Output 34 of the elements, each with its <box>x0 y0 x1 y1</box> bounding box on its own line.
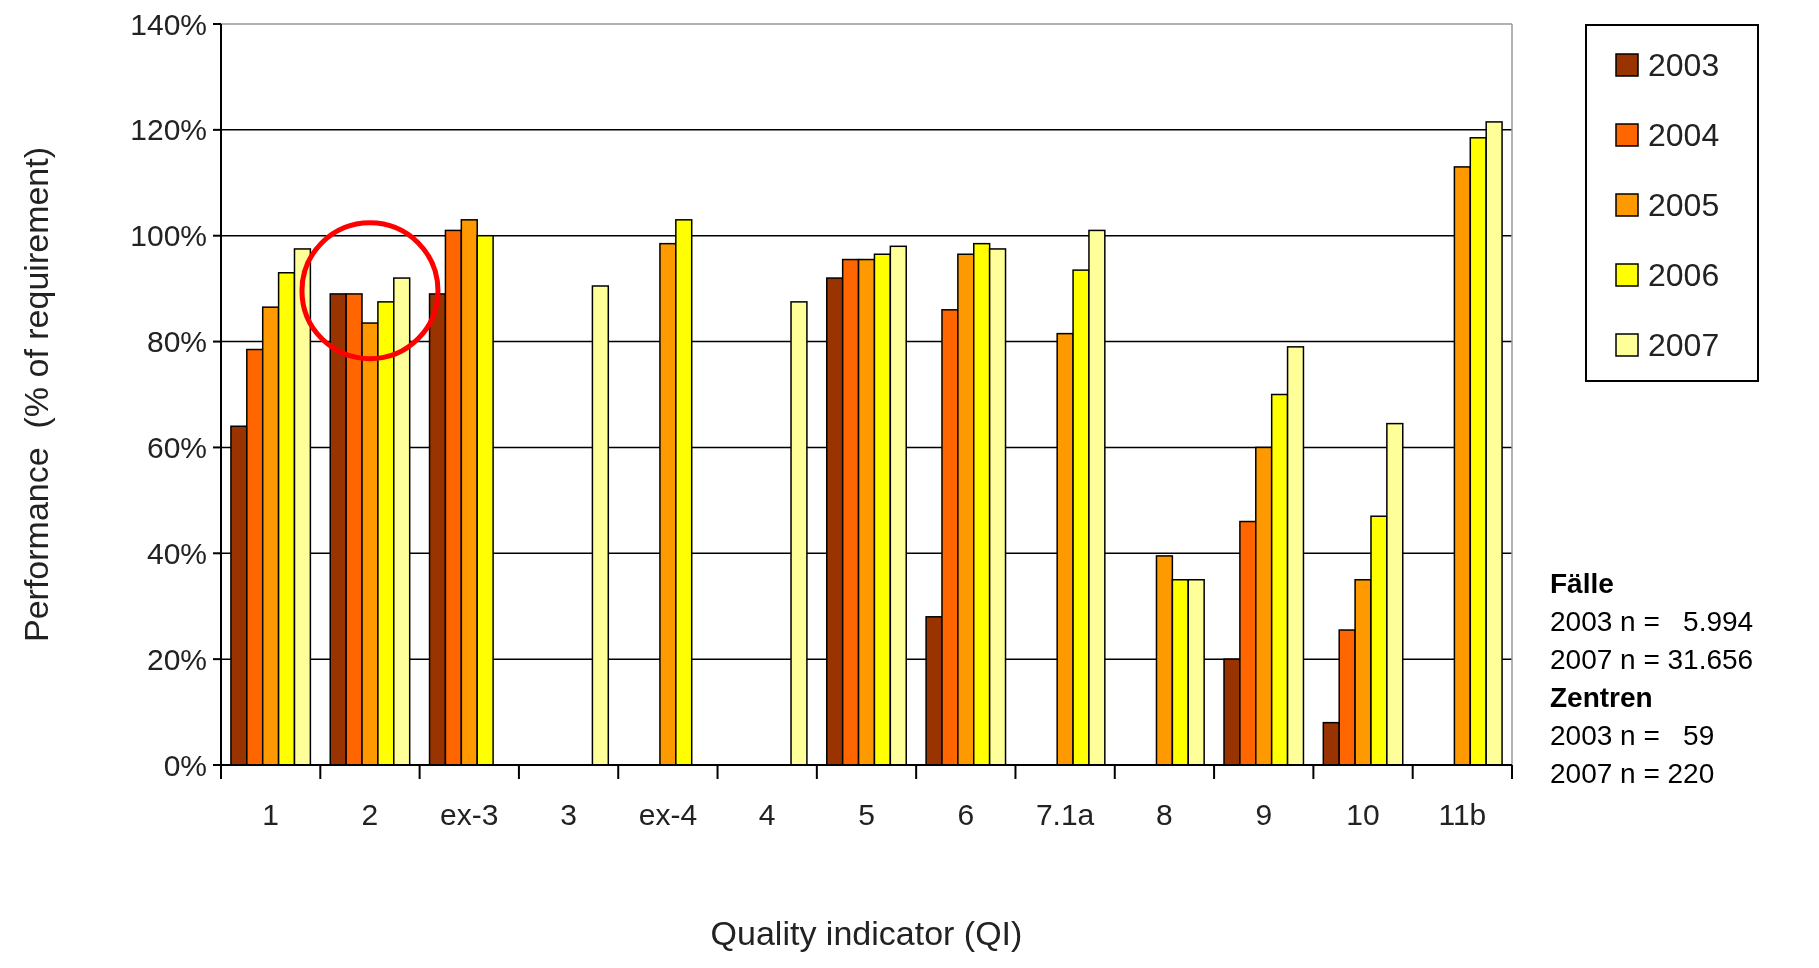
y-tick-label: 140% <box>130 7 207 41</box>
x-tick-label: 5 <box>858 798 875 831</box>
x-tick-label: ex-4 <box>638 798 698 831</box>
legend-label: 2004 <box>1648 117 1720 154</box>
x-axis-title: Quality indicator (QI) <box>710 914 1023 952</box>
x-tick-label: 8 <box>1156 798 1173 831</box>
text: 2003 n = 5.994 <box>1550 606 1754 637</box>
text: 2003 n = 59 <box>1550 720 1715 751</box>
y-tick-label: 20% <box>146 642 207 676</box>
x-tick-label: 11b <box>1438 798 1487 831</box>
x-tick-label: 10 <box>1346 798 1380 831</box>
legend-label: 2003 <box>1648 47 1720 84</box>
x-tick-label: 3 <box>560 798 577 831</box>
x-tick-label: ex-3 <box>440 798 499 831</box>
x-tick-label: 1 <box>262 798 279 831</box>
y-tick-label: 60% <box>146 430 207 464</box>
x-tick-label: 4 <box>758 798 776 831</box>
text: 2007 n = 220 <box>1550 758 1715 789</box>
text: Fälle <box>1550 568 1614 599</box>
x-tick-label: 2 <box>361 798 379 831</box>
text: 2007 n = 31.656 <box>1550 644 1754 675</box>
text: Zentren <box>1550 682 1653 713</box>
x-tick-label: 9 <box>1255 798 1273 831</box>
y-tick-label: 80% <box>146 325 207 359</box>
legend-label: 2007 <box>1648 327 1720 364</box>
legend-label: 2005 <box>1648 187 1720 224</box>
y-axis-title: Performance (% of requirement) <box>17 146 55 643</box>
legend-label: 2006 <box>1648 257 1720 294</box>
y-tick-label: 120% <box>130 113 207 147</box>
x-tick-label: 6 <box>957 798 975 831</box>
x-tick-label: 7.1a <box>1035 798 1095 831</box>
y-tick-label: 100% <box>130 219 207 253</box>
y-tick-label: 0% <box>163 748 207 782</box>
y-tick-label: 40% <box>146 536 207 570</box>
